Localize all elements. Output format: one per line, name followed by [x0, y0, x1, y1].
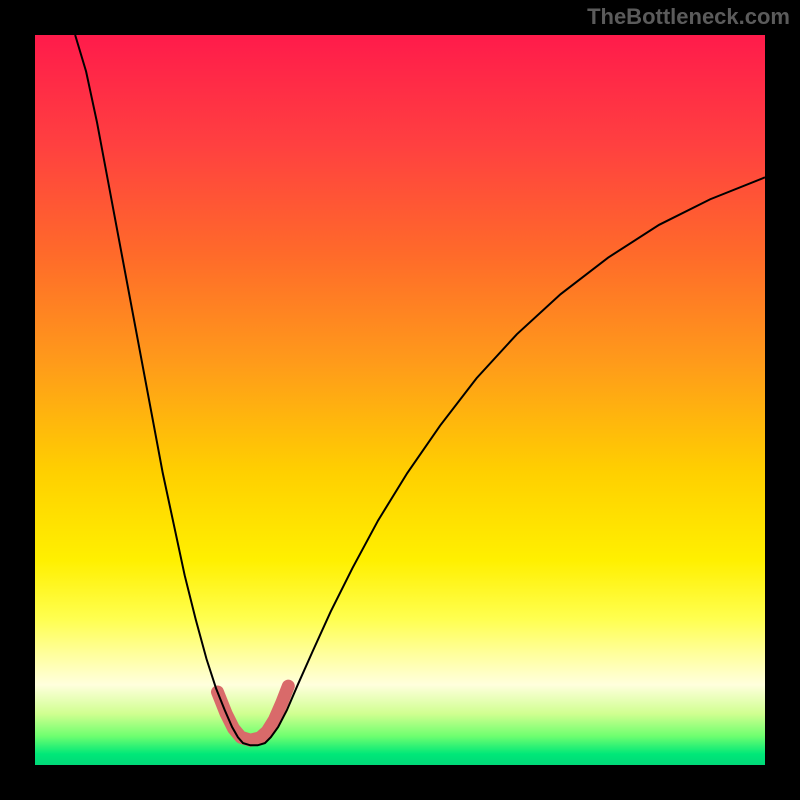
bottleneck-curve: [75, 35, 765, 745]
chart-curve-layer: [35, 35, 765, 765]
chart-plot-area: [35, 35, 765, 765]
watermark-text: TheBottleneck.com: [587, 4, 790, 30]
valley-marker-line: [218, 686, 289, 740]
